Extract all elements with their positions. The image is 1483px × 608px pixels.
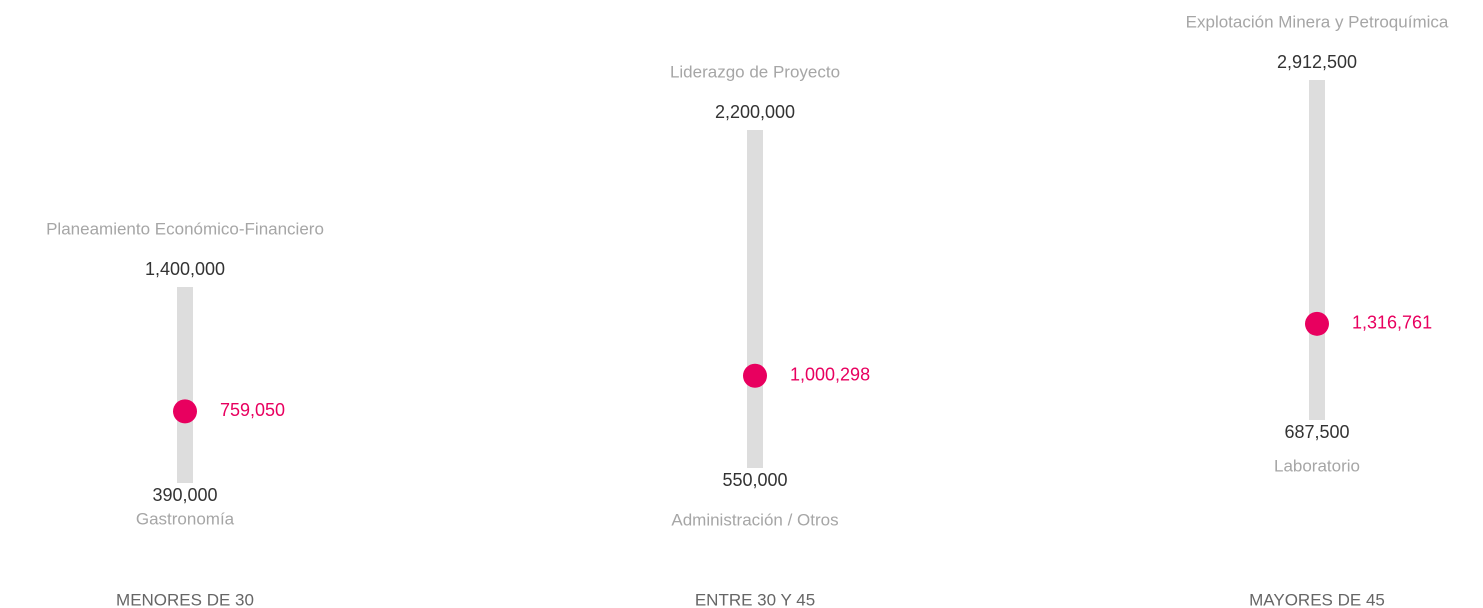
category-label: MAYORES DE 45 — [1249, 590, 1385, 608]
range-track — [1309, 80, 1325, 420]
min-value: 550,000 — [722, 470, 787, 490]
category-label: MENORES DE 30 — [116, 590, 254, 608]
max-value: 2,912,500 — [1277, 52, 1357, 72]
min-name: Laboratorio — [1274, 456, 1360, 475]
max-value: 2,200,000 — [715, 102, 795, 122]
max-name: Planeamiento Económico-Financiero — [46, 219, 324, 238]
avg-value: 759,050 — [220, 400, 285, 420]
avg-dot — [173, 399, 197, 424]
min-value: 390,000 — [152, 485, 217, 505]
max-value: 1,400,000 — [145, 259, 225, 279]
category-label: ENTRE 30 Y 45 — [695, 590, 815, 608]
avg-dot — [743, 363, 767, 388]
range-track — [747, 130, 763, 468]
avg-value: 1,316,761 — [1352, 313, 1432, 333]
range-track — [177, 287, 193, 483]
max-name: Explotación Minera y Petroquímica — [1186, 12, 1449, 31]
min-value: 687,500 — [1284, 422, 1349, 442]
min-name: Gastronomía — [136, 509, 235, 528]
avg-value: 1,000,298 — [790, 365, 870, 385]
avg-dot — [1305, 311, 1329, 336]
max-name: Liderazgo de Proyecto — [670, 62, 840, 81]
min-name: Administración / Otros — [671, 510, 838, 529]
